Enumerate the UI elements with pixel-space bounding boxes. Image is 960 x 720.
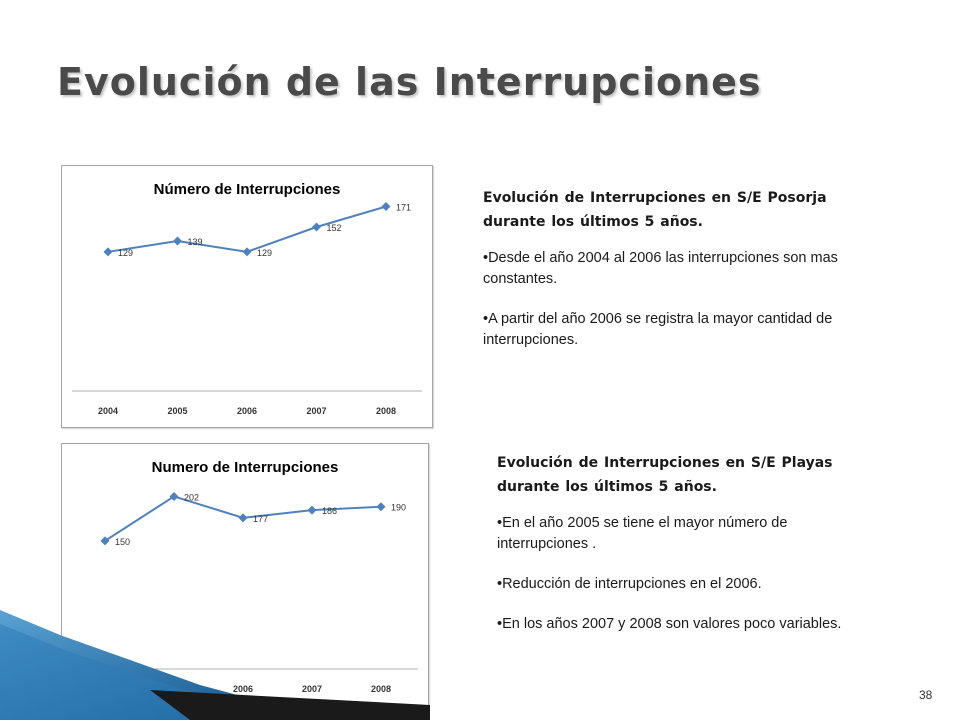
x-tick-label: 2008: [371, 684, 391, 694]
x-tick-label: 2007: [306, 406, 326, 416]
bullet-item: Reducción de interrupciones en el 2006.: [497, 574, 877, 595]
data-label: 139: [188, 237, 203, 247]
page-number: 38: [919, 688, 933, 702]
bullet-item: En el año 2005 se tiene el mayor número …: [497, 513, 877, 555]
x-tick-label: 2008: [376, 406, 396, 416]
bullet-item: En los años 2007 y 2008 son valores poco…: [497, 614, 877, 635]
x-tick-label: 2006: [237, 406, 257, 416]
bullet-item: Desde el año 2004 al 2006 las interrupci…: [483, 248, 883, 290]
data-label: 152: [327, 223, 342, 233]
data-point: [381, 202, 391, 211]
corner-decoration: [0, 610, 430, 720]
series-line: [107, 205, 387, 253]
data-label: 202: [184, 492, 199, 502]
x-tick-label: 2004: [98, 406, 118, 416]
data-label: 186: [322, 506, 337, 516]
data-point: [103, 247, 113, 257]
data-label: 171: [396, 203, 411, 213]
section-heading: Evolución de Interrupciones en S/E Posor…: [483, 190, 827, 230]
x-tick-label: 2007: [302, 684, 322, 694]
x-tick-label: 2006: [233, 684, 253, 694]
x-tick-label: 2005: [167, 406, 187, 416]
data-point: [307, 505, 317, 515]
data-point: [376, 502, 386, 512]
section-playas: Evolución de Interrupciones en S/E Playa…: [497, 451, 877, 654]
chart-posorja-svg: Número de Interrupciones 129 2004 139 2005 12…: [72, 181, 422, 416]
data-label: 129: [257, 248, 272, 258]
chart-title: Numero de Interrupciones: [152, 459, 339, 476]
chart-title: Número de Interrupciones: [154, 181, 341, 198]
data-label: 190: [391, 503, 406, 513]
data-point: [238, 513, 248, 523]
data-label: 129: [118, 248, 133, 258]
data-point: [173, 236, 182, 246]
data-point: [169, 491, 179, 501]
data-label: 177: [253, 514, 268, 524]
slide-title: Evolución de las Interrupciones: [57, 60, 762, 104]
bullet-item: A partir del año 2006 se registra la may…: [483, 309, 883, 351]
data-point: [100, 536, 110, 546]
data-point: [242, 247, 252, 257]
data-point: [312, 222, 321, 232]
data-label: 150: [115, 537, 130, 547]
section-posorja: Evolución de Interrupciones en S/E Posor…: [483, 186, 883, 370]
section-heading: Evolución de Interrupciones en S/E Playa…: [497, 455, 833, 495]
chart-posorja: Número de Interrupciones 129 2004 139 2005 12…: [61, 165, 433, 428]
